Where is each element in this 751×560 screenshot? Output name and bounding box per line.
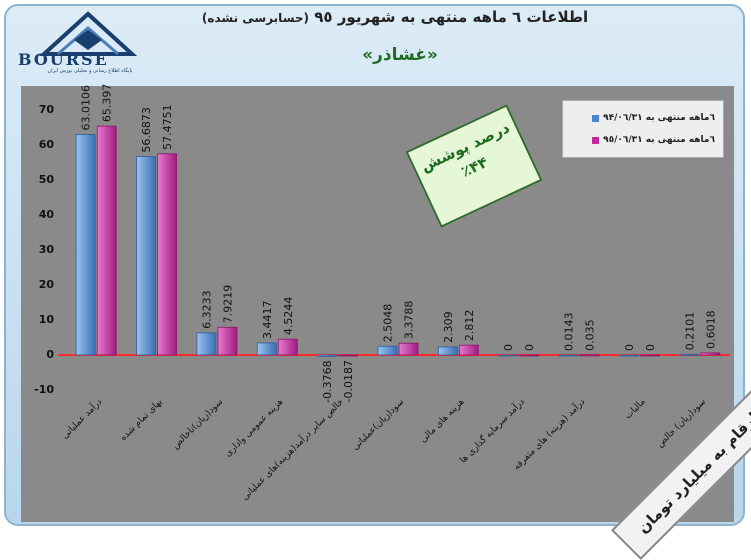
y-tick-label: 0	[46, 348, 54, 361]
page-title: اطلاعات ٦ ماهه منتهی به شهریور ٩٥ (حسابر…	[190, 8, 600, 26]
data-label-series-2: 2.812	[463, 310, 476, 342]
data-label-series-1: 2.5048	[382, 304, 395, 343]
data-label-series-1: 6.3233	[200, 290, 213, 329]
data-label-series-2: 3.3788	[403, 301, 416, 340]
y-tick-label: 20	[38, 278, 54, 291]
data-label-series-1: 0	[623, 344, 636, 351]
category-label: سود(زیان)عملیاتی	[351, 397, 406, 452]
bar-series-1	[437, 346, 458, 356]
y-tick-label: 40	[38, 208, 54, 221]
bar-series-2	[157, 153, 177, 356]
bar-series-2	[640, 354, 660, 357]
y-tick-label: -10	[34, 383, 54, 396]
legend-item-2: ٦ماهه منتهی به ٩٥/٠٦/٣١	[592, 135, 715, 145]
bar-series-1	[558, 354, 579, 357]
bar-series-1	[75, 134, 96, 356]
data-label-series-1: 0.0143	[563, 312, 576, 351]
data-label-series-2: 4.5244	[282, 297, 295, 336]
bar-series-2	[458, 344, 479, 356]
legend-swatch-2	[592, 136, 600, 144]
bar-series-1	[619, 354, 639, 357]
category-label: درآمد سرمایه گذاری ها	[457, 396, 527, 466]
data-label-series-2: -0.0187	[342, 360, 355, 402]
bar-series-2	[700, 352, 721, 356]
y-tick-label: 10	[38, 313, 54, 326]
category-label: هزینه های مالی	[419, 397, 467, 445]
company-name: «غشاذر»	[362, 45, 438, 65]
bar-series-1	[377, 345, 398, 356]
category-label: هزینه عمومی واداری	[223, 397, 285, 459]
bar-series-1	[498, 354, 519, 357]
logo-subtitle: پایگاه اطلاع رسانی و تحلیلی بورس ایران	[47, 68, 133, 74]
bar-series-2	[277, 338, 298, 356]
data-label-series-1: 0	[502, 344, 515, 351]
legend-label-1: ٦ماهه منتهی به ٩۴/٠٦/٣١	[603, 113, 715, 123]
bourse-logo	[38, 11, 138, 56]
data-label-series-1: 2.309	[442, 311, 455, 343]
bar-chart: 63.0106 56.6873 6.3233 3.4417 -0.3768 2.5048 2…	[58, 84, 730, 503]
y-tick-label: 30	[38, 243, 54, 256]
category-label: درآمد عملیاتی	[59, 396, 104, 441]
data-label-series-2: 57.4751	[161, 104, 174, 150]
data-label-series-1: 3.4417	[261, 300, 274, 339]
data-label-series-2: 0	[523, 344, 536, 351]
data-label-series-1: 63.0106	[80, 85, 93, 131]
bar-series-2	[338, 354, 359, 357]
data-label-series-2: 0.6018	[704, 310, 717, 349]
data-label-series-2: 7.9219	[221, 285, 234, 324]
data-label-series-2: 0	[644, 344, 657, 351]
bar-series-2	[96, 125, 117, 356]
bar-series-2	[398, 342, 419, 356]
y-tick-label: 70	[38, 103, 54, 116]
bar-series-2	[217, 326, 238, 356]
bar-series-1	[317, 354, 338, 357]
data-label-series-1: 56.6873	[140, 107, 153, 153]
data-label-series-2: 0.035	[584, 319, 597, 351]
data-label-series-1: 0.2101	[683, 312, 696, 351]
data-label-series-2: 65.397	[101, 84, 114, 123]
y-tick-label: 50	[38, 173, 54, 186]
category-label: مالیات	[623, 397, 647, 421]
category-label: بهای تمام شده	[119, 397, 165, 443]
data-label-series-1: -0.3768	[321, 360, 334, 402]
bar-series-1	[679, 353, 700, 356]
y-tick-label: 60	[38, 138, 54, 151]
legend: ٦ماهه منتهی به ٩۴/٠٦/٣١ ٦ماهه منتهی به ٩…	[562, 100, 724, 158]
bar-series-2	[579, 354, 600, 357]
bar-series-1	[136, 156, 156, 356]
title-main: اطلاعات ٦ ماهه منتهی به شهریور ٩٥	[314, 8, 589, 26]
bar-series-1	[256, 342, 277, 356]
category-label: خالص سایر درآمد(هزینه)های عملیاتی	[239, 396, 346, 503]
legend-item-1: ٦ماهه منتهی به ٩۴/٠٦/٣١	[592, 113, 715, 123]
category-label: سود(زیان)ناخالص	[171, 397, 225, 451]
legend-label-2: ٦ماهه منتهی به ٩٥/٠٦/٣١	[603, 135, 715, 145]
legend-swatch-1	[592, 114, 600, 122]
bar-series-2	[519, 354, 540, 357]
title-note: (حسابرسی نشده)	[201, 11, 310, 25]
logo-name: BOURSE	[18, 50, 109, 69]
bar-series-1	[196, 332, 217, 356]
